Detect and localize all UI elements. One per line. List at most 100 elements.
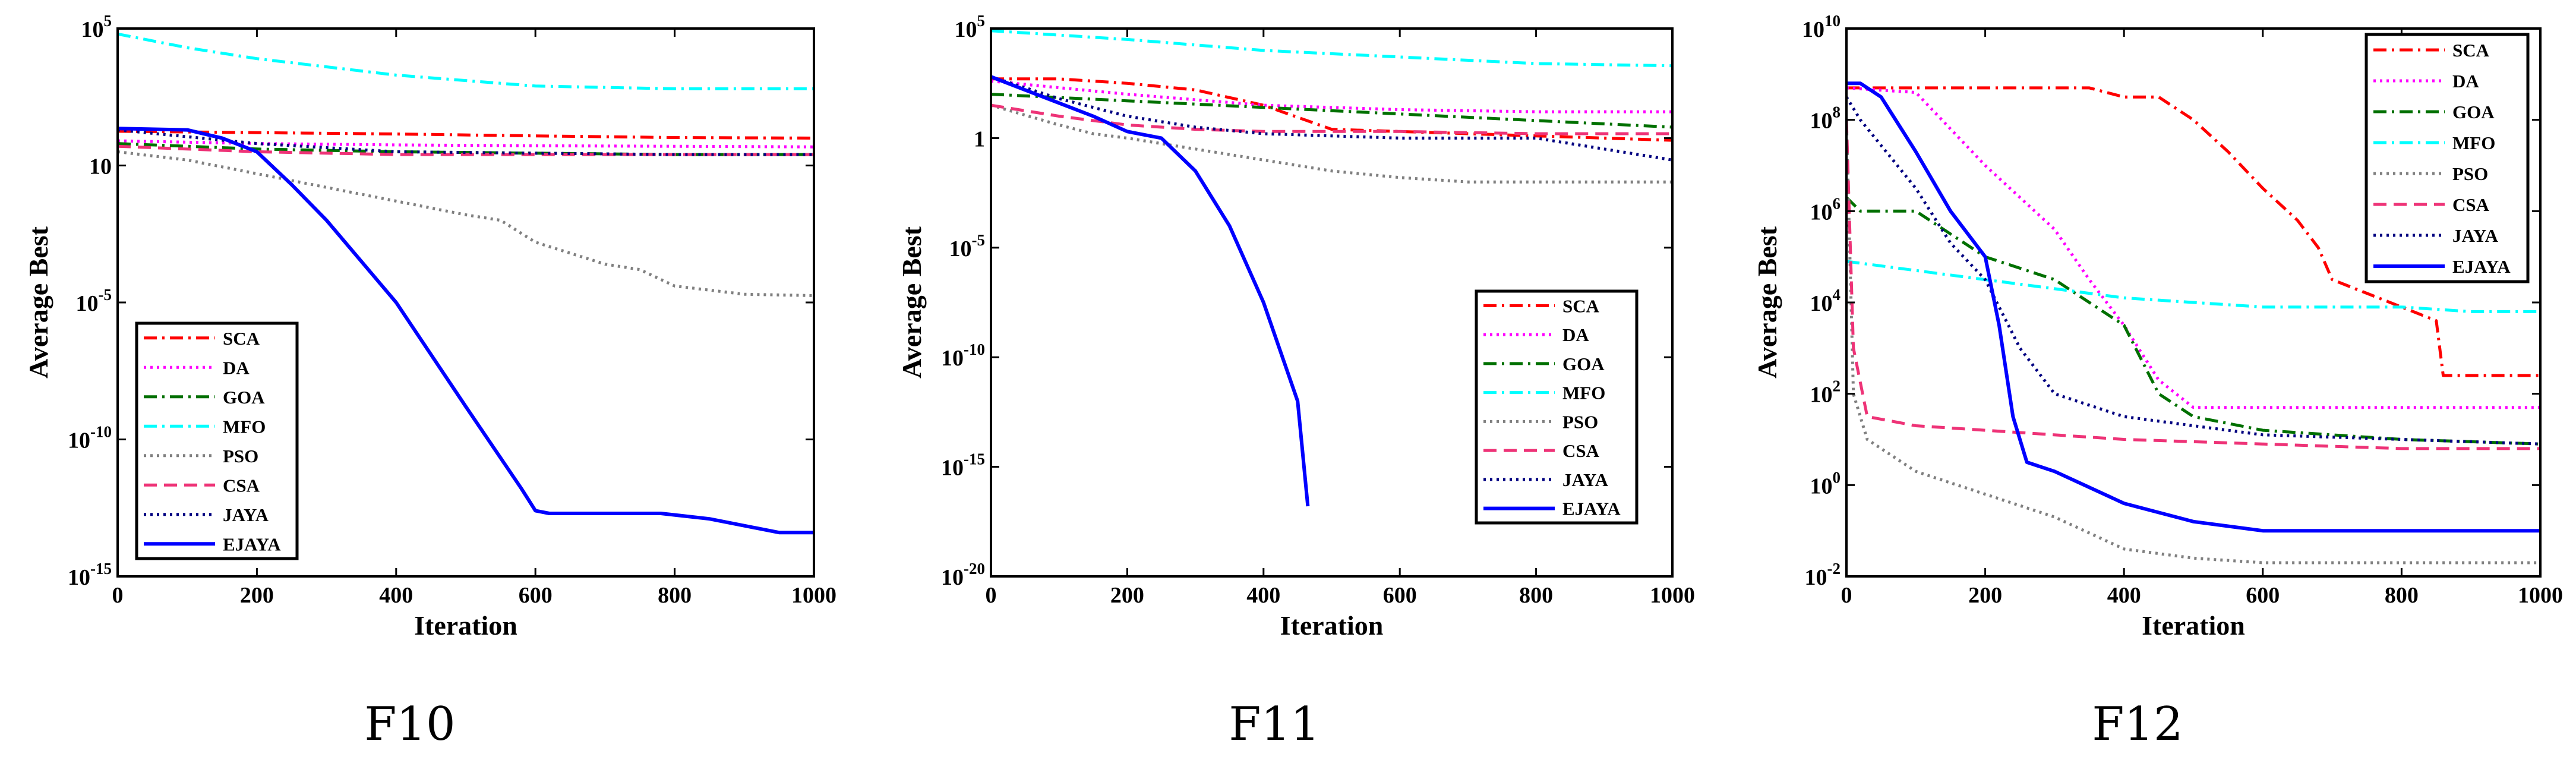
series-line-csa (118, 144, 814, 156)
series-line-csa (1846, 119, 2540, 450)
legend-label-csa: CSA (223, 475, 260, 496)
x-axis-label: Iteration (1280, 610, 1384, 641)
y-axis-label: Average Best (23, 226, 53, 379)
y-tick-label: 10-5 (76, 286, 112, 316)
legend-box (1475, 289, 1639, 525)
y-tick-label: 105 (81, 12, 112, 42)
legend-label-da: DA (2452, 71, 2479, 92)
legend-label-mfo: MFO (1562, 383, 1605, 403)
y-tick-label: 102 (1810, 377, 1841, 408)
legend: SCA DA GOA MFO PSO CSA JAYA EJAYA (135, 321, 299, 560)
x-tick-label: 1000 (1650, 583, 1695, 608)
x-tick-label: 400 (379, 583, 413, 608)
legend-label-mfo: MFO (223, 416, 266, 437)
x-tick-label: 1000 (791, 583, 836, 608)
y-tick-label: 1 (974, 127, 985, 152)
y-axis-label: Average Best (896, 226, 927, 379)
x-tick-label: 200 (240, 583, 274, 608)
series-line-ejaya (118, 127, 814, 535)
x-tick-label: 200 (1968, 583, 2002, 608)
legend-label-da: DA (223, 357, 250, 378)
legend-box (135, 321, 299, 560)
panel-caption: F11 (1229, 698, 1319, 751)
legend-label-csa: CSA (1562, 440, 1600, 461)
legend-label-csa: CSA (2452, 194, 2490, 215)
series-line-jaya (1846, 96, 2540, 446)
series-line-ejaya (1846, 81, 2540, 533)
x-axis-label: Iteration (414, 610, 517, 641)
series-line-da (118, 139, 814, 149)
y-axis-label: Average Best (1752, 226, 1782, 379)
y-tick-label: 10-2 (1805, 560, 1841, 590)
y-tick-label: 105 (955, 12, 986, 42)
y-tick-label: 10-10 (68, 423, 112, 453)
legend-label-sca: SCA (2452, 40, 2490, 61)
x-tick-label: 600 (1383, 583, 1417, 608)
series-line-ejaya (991, 75, 1310, 507)
series-line-sca (991, 77, 1672, 142)
chart-f11: 0 200 400 600 800 1000 10-20 10-15 10-10 10-5 1 105… (896, 12, 1695, 751)
y-tick-label: 10 (89, 154, 112, 179)
series-line-da (991, 80, 1672, 113)
y-tick-label: 106 (1810, 194, 1841, 225)
legend-label-ejaya: EJAYA (1562, 499, 1621, 519)
legend-label-ejaya: EJAYA (223, 534, 281, 554)
x-axis-label: Iteration (2142, 610, 2245, 641)
series-line-goa (991, 93, 1672, 129)
legend-label-goa: GOA (1562, 354, 1605, 374)
series-line-jaya (991, 75, 1672, 162)
legend-label-goa: GOA (223, 387, 265, 408)
x-tick-label: 600 (2246, 583, 2280, 608)
legend-label-pso: PSO (223, 446, 258, 466)
panel-caption: F10 (364, 698, 455, 751)
panel-caption: F12 (2092, 698, 2183, 751)
series-line-mfo (1846, 260, 2540, 313)
series-line-goa (1846, 196, 2540, 446)
y-tick-label: 100 (1810, 468, 1841, 499)
chart-f10: 0 200 400 600 800 1000 10-15 10-10 10-5 10 105 Iter… (23, 12, 836, 751)
y-tick-label: 10-15 (68, 560, 112, 590)
plot-frame (990, 27, 1674, 578)
x-tick-label: 400 (1246, 583, 1280, 608)
x-tick-label: 800 (2385, 583, 2419, 608)
legend-box (2365, 33, 2530, 283)
legend-label-pso: PSO (1562, 411, 1598, 432)
x-tick-label: 0 (986, 583, 997, 608)
series-line-pso (118, 150, 814, 297)
legend-label-mfo: MFO (2452, 133, 2495, 153)
legend-label-goa: GOA (2452, 102, 2495, 122)
x-tick-label: 0 (1841, 583, 1852, 608)
y-tick-label: 104 (1810, 286, 1841, 316)
legend-label-jaya: JAYA (223, 504, 269, 525)
legend-label-sca: SCA (223, 328, 260, 349)
legend: SCA DA GOA MFO PSO CSA JAYA EJAYA (1475, 289, 1639, 525)
legend-label-jaya: JAYA (1562, 469, 1609, 490)
chart-f12: 0 200 400 600 800 1000 10-2 100 102 104 106 108 1010… (1752, 12, 2563, 751)
series-line-sca (118, 130, 814, 140)
y-tick-label: 10-20 (941, 560, 985, 590)
x-tick-label: 0 (112, 583, 124, 608)
series-line-mfo (991, 29, 1672, 68)
legend: SCA DA GOA MFO PSO CSA JAYA EJAYA (2365, 33, 2530, 283)
x-tick-label: 600 (519, 583, 553, 608)
legend-label-sca: SCA (1562, 295, 1600, 316)
x-tick-label: 800 (1519, 583, 1553, 608)
y-tick-label: 108 (1810, 103, 1841, 134)
y-tick-label: 1010 (1802, 12, 1841, 42)
legend-label-pso: PSO (2452, 163, 2488, 184)
legend-label-jaya: JAYA (2452, 225, 2499, 246)
legend-label-da: DA (1562, 324, 1589, 345)
x-tick-label: 400 (2107, 583, 2141, 608)
legend-label-ejaya: EJAYA (2452, 256, 2511, 277)
y-tick-label: 10-5 (949, 231, 986, 261)
x-tick-label: 200 (1110, 583, 1144, 608)
series-line-sca (1846, 86, 2540, 377)
y-tick-label: 10-10 (941, 340, 985, 371)
y-tick-label: 10-15 (941, 450, 985, 481)
x-tick-label: 800 (658, 583, 692, 608)
series-line-mfo (118, 32, 814, 90)
series-line-pso (991, 103, 1672, 184)
series-line-goa (118, 142, 814, 156)
x-tick-label: 1000 (2518, 583, 2563, 608)
